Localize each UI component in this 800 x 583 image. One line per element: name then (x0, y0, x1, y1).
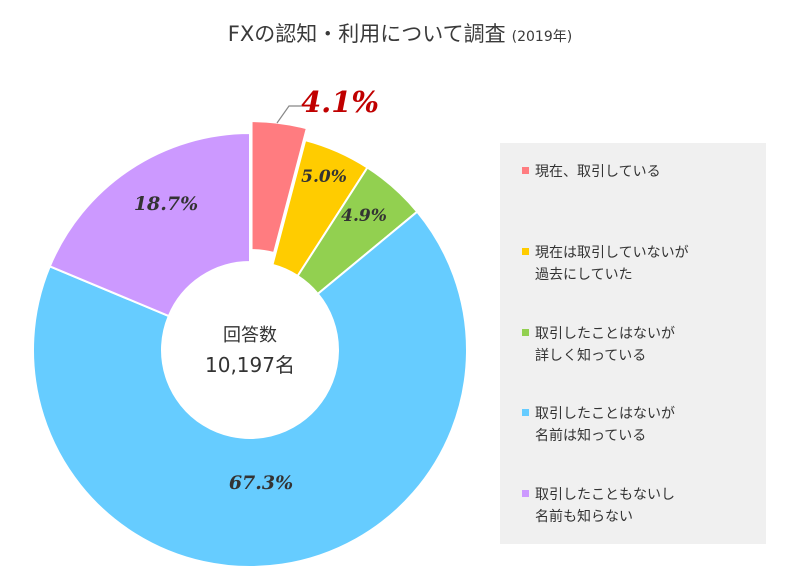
legend-item: 現在は取引していないが 過去にしていた (522, 242, 689, 286)
chart-title-text: FXの認知・利用について調査 (227, 22, 506, 46)
legend-label: 取引したことはないが 詳しく知っている (535, 323, 675, 367)
legend-label-line: 現在は取引していないが (535, 245, 689, 261)
legend-label-line: 取引したことはないが (535, 326, 675, 342)
center-label: 回答数 (223, 325, 277, 346)
donut-slice (250, 120, 309, 255)
legend-label-line: 取引したこともないし (535, 487, 675, 503)
legend-swatch (522, 167, 529, 174)
chart-title-year: (2019年) (511, 29, 573, 45)
legend-item: 現在、取引している (522, 161, 661, 183)
legend-item: 取引したことはないが 名前は知っている (522, 403, 675, 447)
slice-label: 18.7% (134, 193, 198, 215)
slice-label: 4.9% (341, 206, 387, 226)
donut-slice (48, 131, 251, 318)
center-value: 10,197名 (205, 353, 295, 377)
legend-label-line: 名前も知らない (535, 509, 633, 525)
legend-swatch (522, 329, 529, 336)
legend-item: 取引したことはないが 詳しく知っている (522, 323, 675, 367)
legend-label-line: 取引したことはないが (535, 406, 675, 422)
legend-label: 取引したこともないし 名前も知らない (535, 484, 675, 528)
slice-label: 5.0% (301, 167, 347, 187)
legend-label-line: 過去にしていた (535, 267, 633, 283)
legend: 現在、取引している 現在は取引していないが 過去にしていた 取引したことはないが 詳しく… (500, 143, 766, 544)
legend-label: 取引したことはないが 名前は知っている (535, 403, 675, 447)
slice-label: 67.3% (229, 472, 293, 494)
legend-label: 現在は取引していないが 過去にしていた (535, 242, 689, 286)
legend-label-line: 名前は知っている (535, 428, 647, 444)
legend-swatch (522, 490, 529, 497)
legend-label-line: 詳しく知っている (535, 348, 647, 364)
legend-label-line: 現在、取引している (535, 164, 661, 180)
donut-slice (32, 210, 468, 568)
leader-line (276, 105, 302, 124)
legend-item: 取引したこともないし 名前も知らない (522, 484, 675, 528)
chart-title: FXの認知・利用について調査 (2019年) (0, 18, 800, 48)
legend-swatch (522, 409, 529, 416)
slice-label: 4.1% (301, 85, 379, 119)
legend-label: 現在、取引している (535, 161, 661, 183)
legend-swatch (522, 248, 529, 255)
